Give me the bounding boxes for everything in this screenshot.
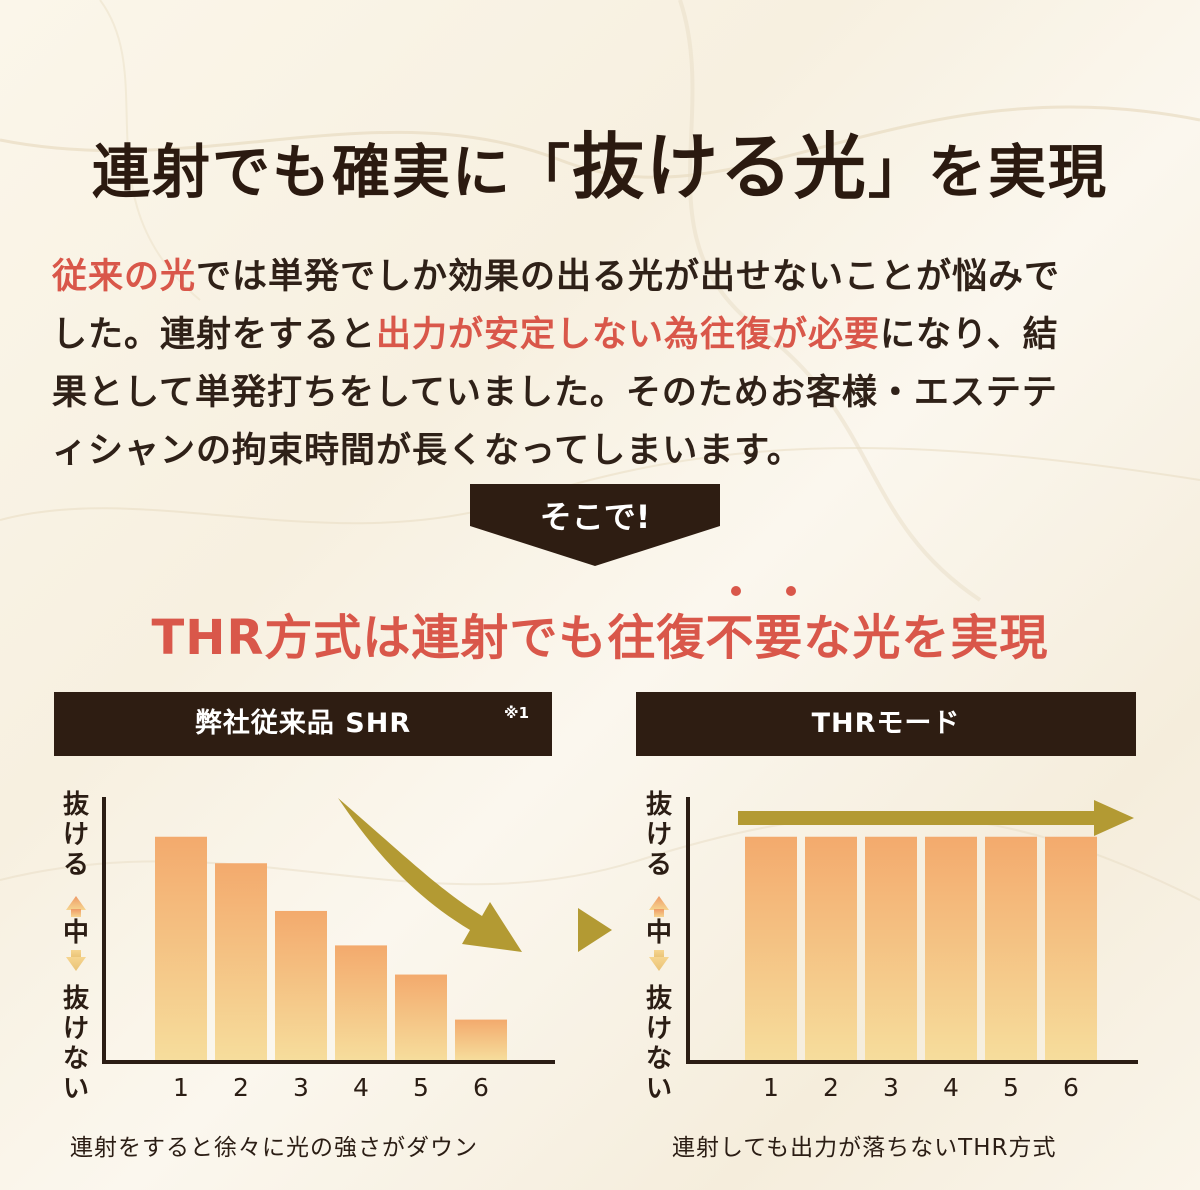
y-label-strong: 抜ける bbox=[62, 790, 89, 880]
subtitle: THR方式は連射でも往復不要な光を実現 bbox=[151, 610, 1049, 666]
x-tick-label: 1 bbox=[173, 1073, 189, 1102]
x-tick-label: 2 bbox=[233, 1073, 249, 1102]
page-title: 連射でも確実に「抜ける光」を実現 bbox=[91, 125, 1109, 209]
highlight-unstable-output: 出力が安定しない為往復が必要 bbox=[376, 315, 881, 355]
bar bbox=[155, 836, 207, 1060]
chart-header-shr: 弊社従来品 SHR bbox=[54, 692, 552, 756]
intro-paragraph: 従来の光では単発でしか効果の出る光が出せないことが悩みで した。連射をすると出力… bbox=[52, 257, 1061, 471]
up-down-arrow-icon bbox=[66, 896, 86, 971]
y-label-weak: 抜けない bbox=[62, 984, 89, 1104]
x-tick-label: 3 bbox=[883, 1073, 899, 1102]
y-label-mid: 中 bbox=[62, 918, 89, 948]
bar bbox=[805, 836, 857, 1060]
bar bbox=[275, 910, 327, 1060]
caption-thr: 連射しても出力が落ちないTHR方式 bbox=[672, 1135, 1057, 1161]
y-label-weak: 抜けない bbox=[645, 984, 672, 1104]
callout-label: そこで! bbox=[539, 498, 651, 536]
footnote-marker: ※1 bbox=[504, 704, 530, 722]
callout-arrow-shape bbox=[470, 484, 720, 566]
y-label-strong: 抜ける bbox=[645, 790, 672, 880]
up-down-arrow-icon bbox=[649, 896, 669, 971]
y-label-mid: 中 bbox=[645, 918, 672, 948]
x-tick-label: 4 bbox=[353, 1073, 369, 1102]
bar bbox=[865, 836, 917, 1060]
chart-thr: 1 2 3 4 5 6 bbox=[686, 797, 1138, 1102]
emphasis-dot bbox=[786, 586, 796, 596]
x-tick-label: 4 bbox=[943, 1073, 959, 1102]
trend-down-arrow-icon bbox=[338, 798, 522, 952]
x-tick-label: 6 bbox=[473, 1073, 489, 1102]
bar bbox=[395, 974, 447, 1060]
bar bbox=[215, 863, 267, 1060]
highlight-conventional-light: 従来の光 bbox=[52, 257, 197, 297]
bar bbox=[335, 945, 387, 1060]
trend-flat-arrow-shaft bbox=[738, 811, 1096, 825]
bar bbox=[455, 1019, 507, 1060]
emphasis-dot bbox=[731, 586, 741, 596]
x-tick-label: 1 bbox=[763, 1073, 779, 1102]
trend-flat-arrow-icon bbox=[1094, 800, 1134, 836]
chart-shr: 1 2 3 4 5 6 bbox=[102, 797, 555, 1102]
x-tick-label: 2 bbox=[823, 1073, 839, 1102]
x-tick-label: 5 bbox=[1003, 1073, 1019, 1102]
bar bbox=[1045, 836, 1097, 1060]
x-tick-label: 3 bbox=[293, 1073, 309, 1102]
x-tick-label: 6 bbox=[1063, 1073, 1079, 1102]
title-emphasis: 抜ける光 bbox=[571, 125, 868, 209]
bar bbox=[745, 836, 797, 1060]
x-tick-label: 5 bbox=[413, 1073, 429, 1102]
next-arrow-icon bbox=[578, 908, 612, 952]
bar bbox=[925, 836, 977, 1060]
chart-header-thr: THRモード bbox=[636, 692, 1136, 756]
caption-shr: 連射をすると徐々に光の強さがダウン bbox=[70, 1135, 478, 1161]
bar bbox=[985, 836, 1037, 1060]
